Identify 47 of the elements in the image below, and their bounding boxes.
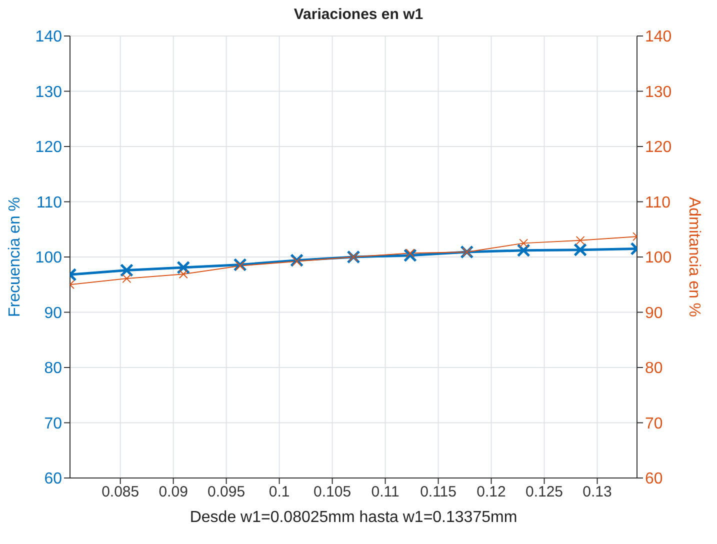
y-tick-label: 80 <box>44 360 62 378</box>
x-tick-label: 0.095 <box>208 484 246 501</box>
y2-axis-title: Admitancia en % <box>685 196 702 318</box>
y-tick-label: 100 <box>35 250 62 267</box>
x-tick-label: 0.12 <box>476 484 506 501</box>
x-axis-title: Desde w1=0.08025mm hasta w1=0.13375mm <box>190 509 518 526</box>
point <box>403 248 417 262</box>
point <box>519 238 528 248</box>
point <box>406 248 415 258</box>
y2-tick-label: 80 <box>645 360 663 378</box>
y-tick-label: 130 <box>35 84 62 101</box>
y2-tick-label: 130 <box>645 84 672 101</box>
x-tick-label: 0.085 <box>102 484 140 501</box>
y-tick-label: 110 <box>36 194 62 212</box>
point <box>178 270 188 279</box>
y2-tick-label: 90 <box>645 304 663 322</box>
chart-title: Variaciones en w1 <box>292 6 424 23</box>
y2-tick-label: 60 <box>645 470 663 488</box>
y-tick-label: 60 <box>44 470 62 488</box>
y-tick-label: 140 <box>35 28 62 46</box>
point <box>120 264 134 278</box>
y2-tick-label: 120 <box>645 139 672 156</box>
point <box>462 248 472 257</box>
y2-tick-label: 140 <box>645 28 672 46</box>
y2-tick-label: 100 <box>645 250 672 267</box>
point <box>574 243 588 257</box>
y2-tick-label: 110 <box>645 194 671 212</box>
y-tick-label: 90 <box>44 304 62 322</box>
y-tick-label: 120 <box>35 139 62 156</box>
x-tick-label: 0.125 <box>525 484 564 501</box>
point <box>349 252 358 262</box>
x-tick-label: 0.115 <box>420 484 457 501</box>
point <box>292 256 302 266</box>
x-tick-label: 0.09 <box>158 484 188 501</box>
y-axis-title: Frecuencia en % <box>6 196 24 318</box>
x-tick-label: 0.1 <box>268 484 290 501</box>
x-tick-label: 0.105 <box>314 484 352 501</box>
point <box>236 261 245 270</box>
point <box>516 244 530 258</box>
x-tick-label: 0.13 <box>582 484 612 501</box>
point <box>290 254 304 268</box>
x-tick-label: 0.11 <box>371 484 400 501</box>
y2-tick-label: 70 <box>645 415 663 432</box>
y-tick-label: 70 <box>44 415 62 432</box>
point <box>122 274 132 284</box>
point <box>576 236 585 245</box>
point <box>233 258 247 272</box>
